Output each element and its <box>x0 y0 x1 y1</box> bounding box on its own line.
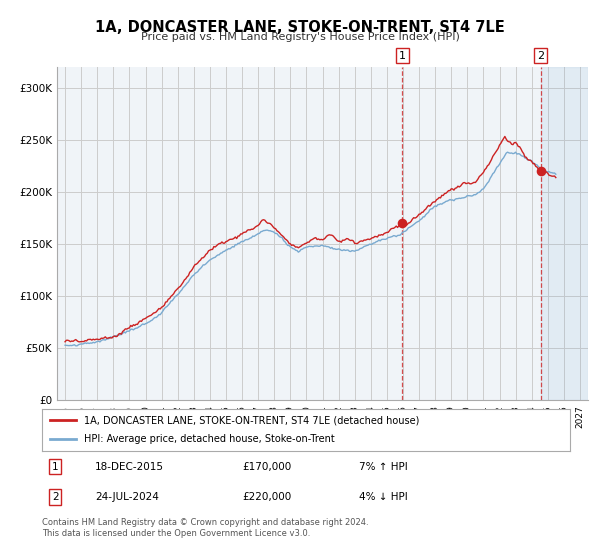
Text: HPI: Average price, detached house, Stoke-on-Trent: HPI: Average price, detached house, Stok… <box>84 435 335 445</box>
Text: 7% ↑ HPI: 7% ↑ HPI <box>359 461 407 472</box>
Text: Contains HM Land Registry data © Crown copyright and database right 2024.: Contains HM Land Registry data © Crown c… <box>42 518 368 527</box>
Point <box>536 167 545 176</box>
Text: 24-JUL-2024: 24-JUL-2024 <box>95 492 158 502</box>
Point <box>398 219 407 228</box>
Bar <box>541 67 588 400</box>
Text: 1A, DONCASTER LANE, STOKE-ON-TRENT, ST4 7LE: 1A, DONCASTER LANE, STOKE-ON-TRENT, ST4 … <box>95 20 505 35</box>
Text: 1: 1 <box>52 461 59 472</box>
Text: £170,000: £170,000 <box>242 461 292 472</box>
Text: 18-DEC-2015: 18-DEC-2015 <box>95 461 164 472</box>
Text: 2: 2 <box>52 492 59 502</box>
Text: 4% ↓ HPI: 4% ↓ HPI <box>359 492 407 502</box>
Text: This data is licensed under the Open Government Licence v3.0.: This data is licensed under the Open Gov… <box>42 529 310 538</box>
Text: 1: 1 <box>399 50 406 60</box>
Text: 1A, DONCASTER LANE, STOKE-ON-TRENT, ST4 7LE (detached house): 1A, DONCASTER LANE, STOKE-ON-TRENT, ST4 … <box>84 415 419 425</box>
Text: 2: 2 <box>537 50 544 60</box>
Text: Price paid vs. HM Land Registry's House Price Index (HPI): Price paid vs. HM Land Registry's House … <box>140 32 460 43</box>
Text: £220,000: £220,000 <box>242 492 292 502</box>
